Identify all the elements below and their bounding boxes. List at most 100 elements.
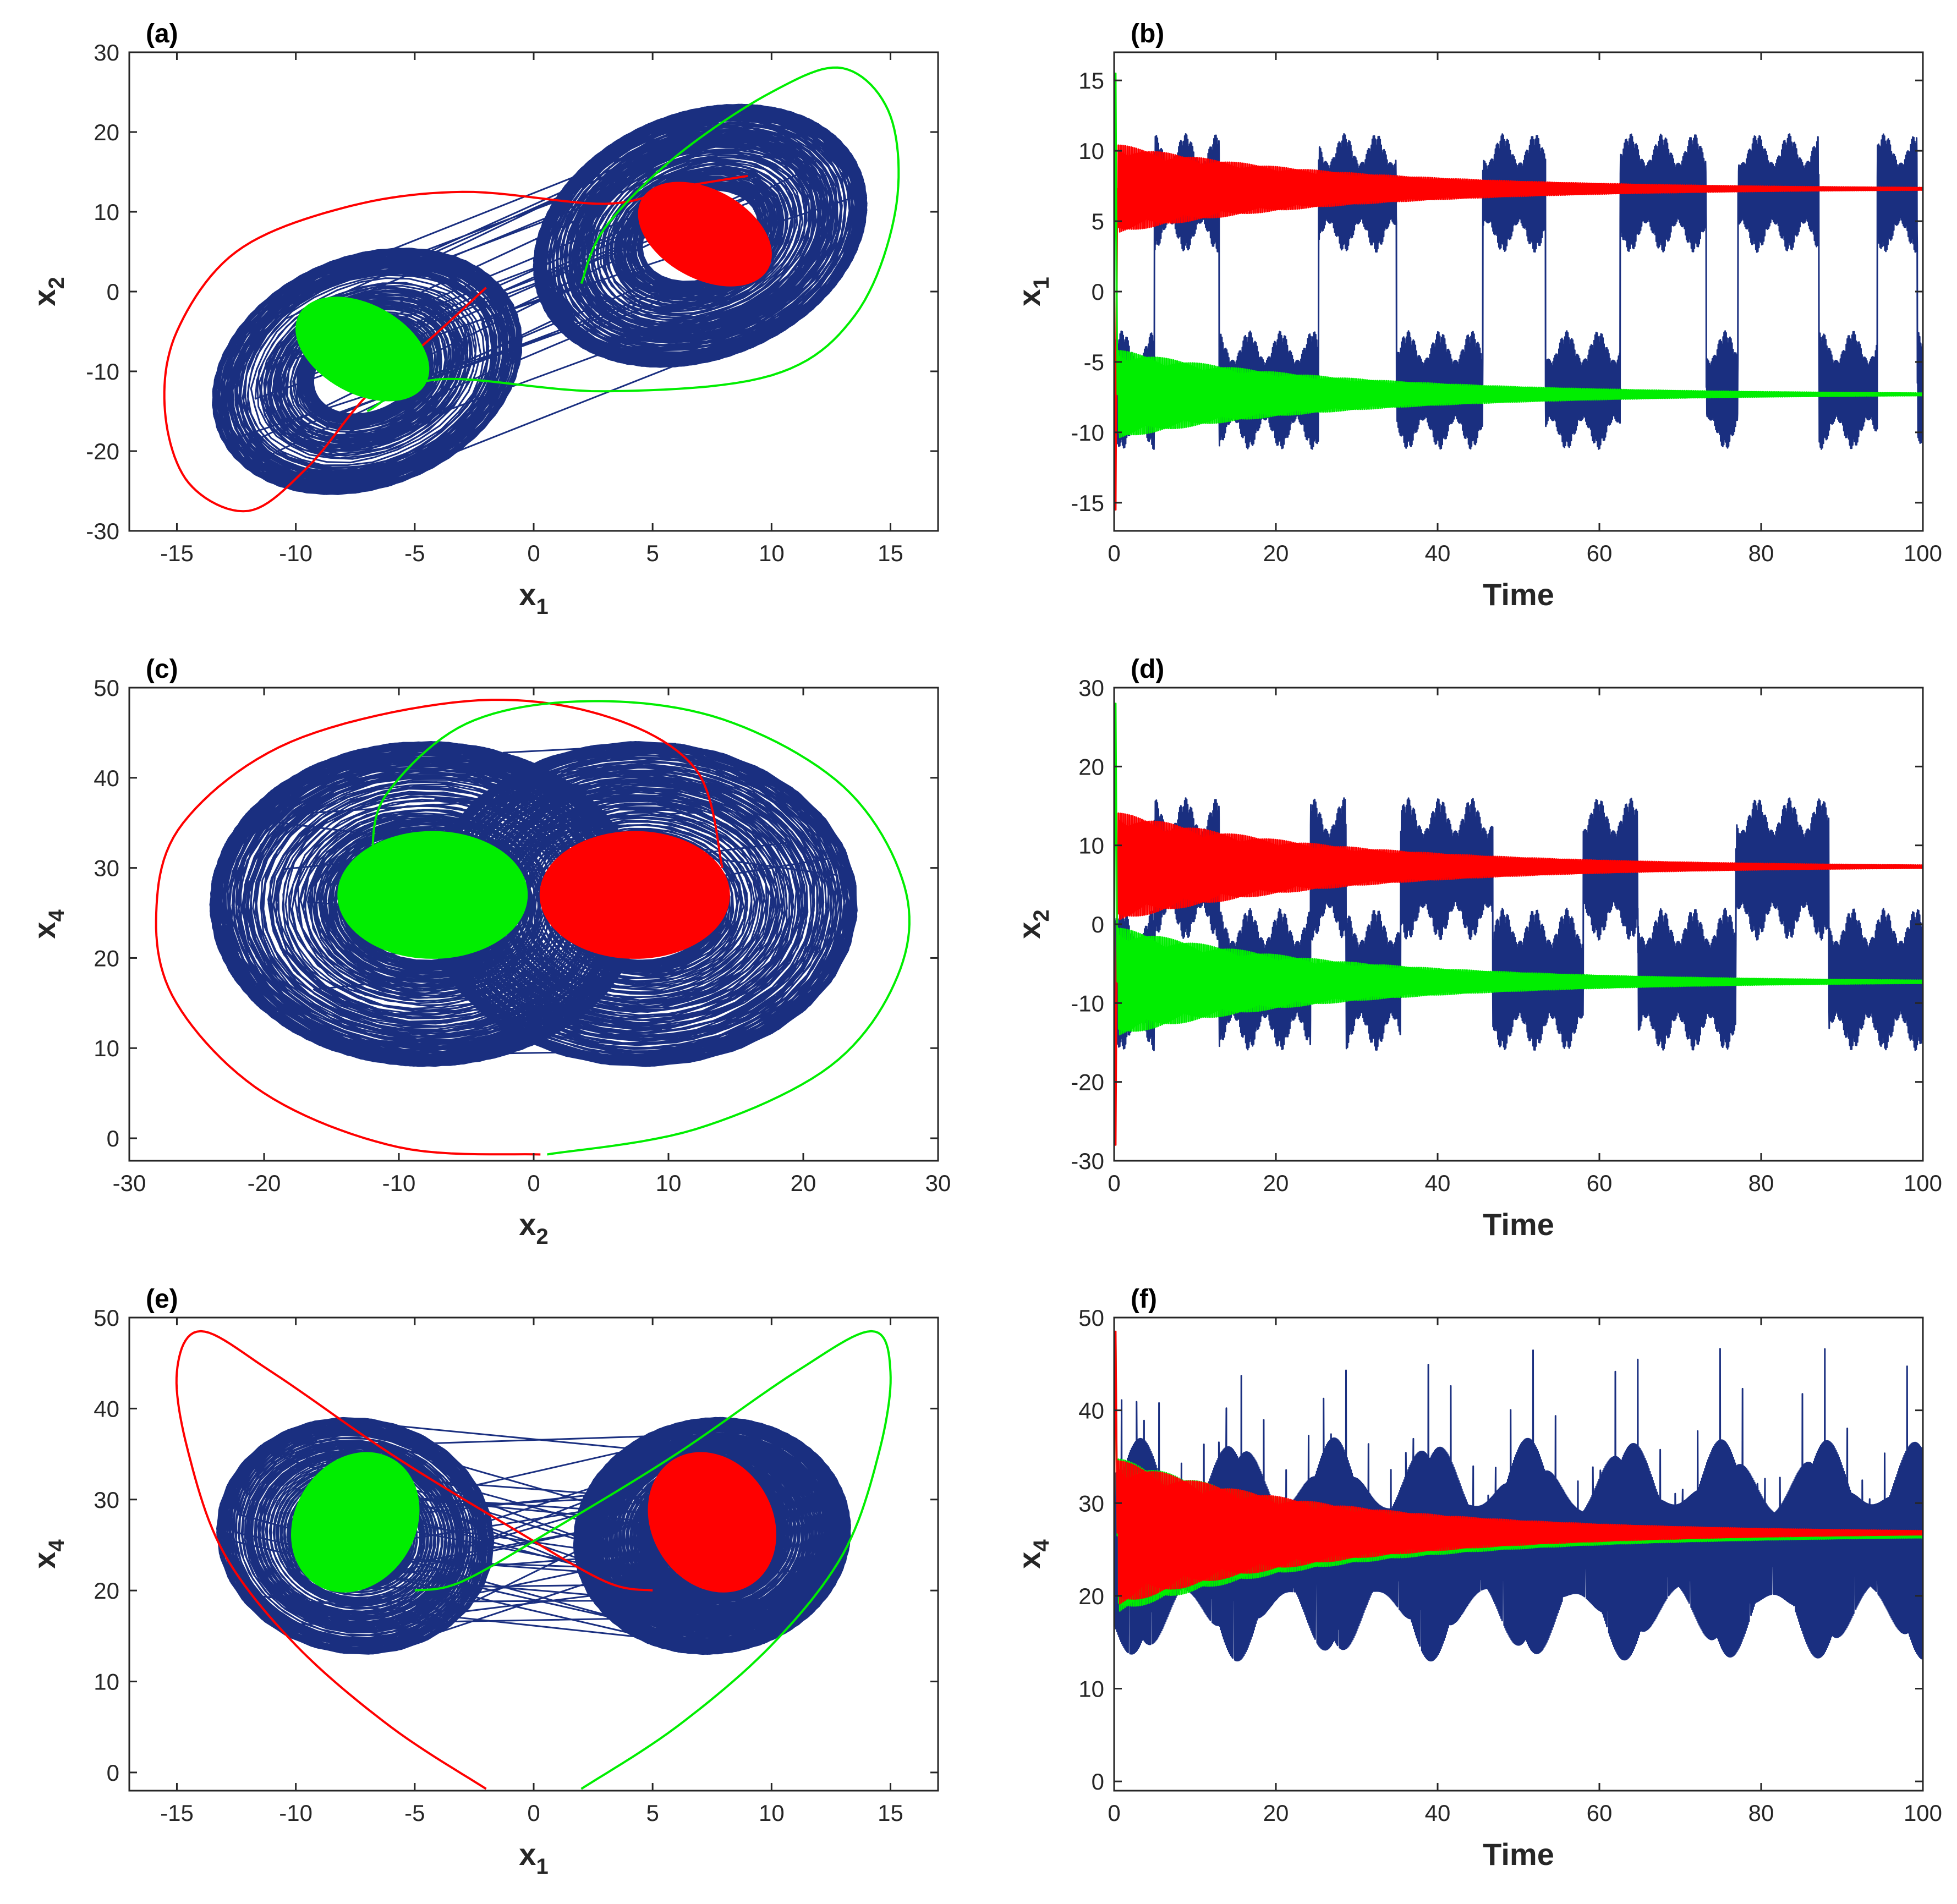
y-axis-label: x4 [27,1539,69,1569]
series-controlled-green [414,1330,892,1790]
y-tick-label: 20 [94,1578,119,1604]
y-tick-label: -30 [86,518,119,544]
x-axis-label: Time [1483,1207,1554,1242]
series-controlled-red-attractor [648,1452,776,1593]
plot-area [1114,72,1923,511]
y-tick-label: 10 [1078,1676,1104,1702]
panel-a: -15 -10 -5 0 5 10 15 -30 -20 -10 0 10 20 30 (a) x1 x2 [27,19,939,619]
panel-label: (a) [146,19,178,48]
x-tick-label: -20 [248,1170,281,1196]
y-tick-label: 0 [107,1126,119,1151]
y-tick-label: 0 [1092,279,1104,305]
series-controlled-green-attractor [291,1452,420,1593]
y-tick-label: 0 [1092,912,1104,937]
x-tick-label: 0 [527,1800,540,1826]
x-tick-label: 100 [1904,540,1942,566]
series-controlled-green [371,700,911,1156]
y-tick-label: 40 [94,1396,119,1422]
x-tick-label: 40 [1425,1170,1451,1196]
series-controlled-green [1114,72,1923,438]
x-tick-label: 20 [1263,1170,1289,1196]
y-tick-label: 20 [1078,754,1104,780]
x-tick-label: -10 [382,1170,416,1196]
x-tick-label: -15 [160,540,194,566]
x-tick-label: 15 [878,540,903,566]
series-controlled-green-attractor [337,831,528,959]
y-tick-label: 0 [107,279,119,305]
x-tick-label: 0 [1108,540,1120,566]
y-tick-label: 5 [1092,208,1104,234]
x-tick-label: 60 [1587,1170,1613,1196]
x-tick-label: 80 [1748,540,1774,566]
panel-f: 0 20 40 60 80 100 0 10 20 30 40 50 (f) Time x4 [1012,1285,1942,1872]
y-tick-label: 30 [94,1487,119,1513]
series-controlled-red-attractor [638,182,772,287]
axes-frame [1113,51,1924,532]
y-tick-label: -10 [1071,420,1104,446]
x-tick-label: -30 [113,1170,146,1196]
y-tick-label: 10 [1078,833,1104,859]
y-tick-label: 20 [94,119,119,145]
x-tick-label: 60 [1587,1800,1613,1826]
x-tick-label: 5 [646,540,659,566]
series-controlled-red [1114,812,1923,1146]
x-axis-label: x2 [519,1207,548,1249]
y-tick-label: 30 [94,40,119,65]
y-tick-label: 0 [1092,1769,1104,1795]
x-axis-label: x1 [519,1837,548,1879]
x-tick-label: 40 [1425,540,1451,566]
x-tick-label: 0 [1108,1170,1120,1196]
plot-area [155,699,911,1156]
y-tick-label: 10 [94,1669,119,1695]
y-tick-label: 30 [1078,1490,1104,1516]
x-tick-label: 20 [1263,1800,1289,1826]
y-tick-label: -10 [1071,990,1104,1016]
x-axis-label: x1 [519,577,548,619]
panel-d: 0 20 40 60 80 100 -30 -20 -10 0 10 20 30 (d) Time x2 [1012,655,1942,1242]
panel-label: (d) [1131,655,1164,684]
x-tick-label: 80 [1748,1170,1774,1196]
x-tick-label: 10 [759,1800,785,1826]
y-axis-label: x4 [27,909,69,939]
x-tick-label: -15 [160,1800,194,1826]
series-controlled-green [366,66,900,413]
axes-frame [1113,687,1924,1162]
panel-e: -15 -10 -5 0 5 10 15 0 10 20 30 40 50 (e) x1 x4 [27,1285,939,1879]
x-tick-label: -5 [404,1800,425,1826]
x-tick-label: 10 [759,540,785,566]
x-tick-label: 30 [925,1170,951,1196]
y-tick-label: -20 [1071,1069,1104,1095]
series-controlled-red [175,1330,653,1790]
axes-frame [1113,1316,1924,1792]
series-controlled-green-attractor [295,297,430,402]
x-axis-label: Time [1483,1837,1554,1872]
x-tick-label: 60 [1587,540,1613,566]
series-chaotic [212,103,868,495]
y-tick-label: 10 [94,199,119,225]
y-axis-label: x2 [1012,909,1054,939]
panel-label: (c) [146,655,178,684]
series-controlled-green [1114,703,1923,1035]
series-controlled-red [155,699,723,1156]
x-tick-label: 15 [878,1800,903,1826]
y-tick-label: -10 [86,359,119,385]
y-axis-label: x4 [1012,1539,1054,1569]
y-tick-label: 40 [1078,1398,1104,1424]
y-tick-label: 50 [94,1305,119,1331]
y-tick-label: -5 [1084,349,1104,375]
x-tick-label: -10 [279,540,313,566]
x-tick-label: 0 [527,540,540,566]
y-tick-label: 0 [107,1760,119,1786]
panel-b: 0 20 40 60 80 100 -15 -10 -5 0 5 10 15 (b) Time x1 [1012,19,1942,612]
series-chaotic [1114,1348,1923,1662]
x-tick-label: 80 [1748,1800,1774,1826]
x-tick-label: 100 [1904,1170,1942,1196]
x-tick-label: 0 [1108,1800,1120,1826]
x-tick-label: 40 [1425,1800,1451,1826]
panel-label: (e) [146,1285,178,1314]
y-tick-label: -30 [1071,1148,1104,1174]
x-tick-label: -5 [404,540,425,566]
series-controlled-red [1114,1330,1923,1605]
x-axis-label: Time [1483,577,1554,612]
